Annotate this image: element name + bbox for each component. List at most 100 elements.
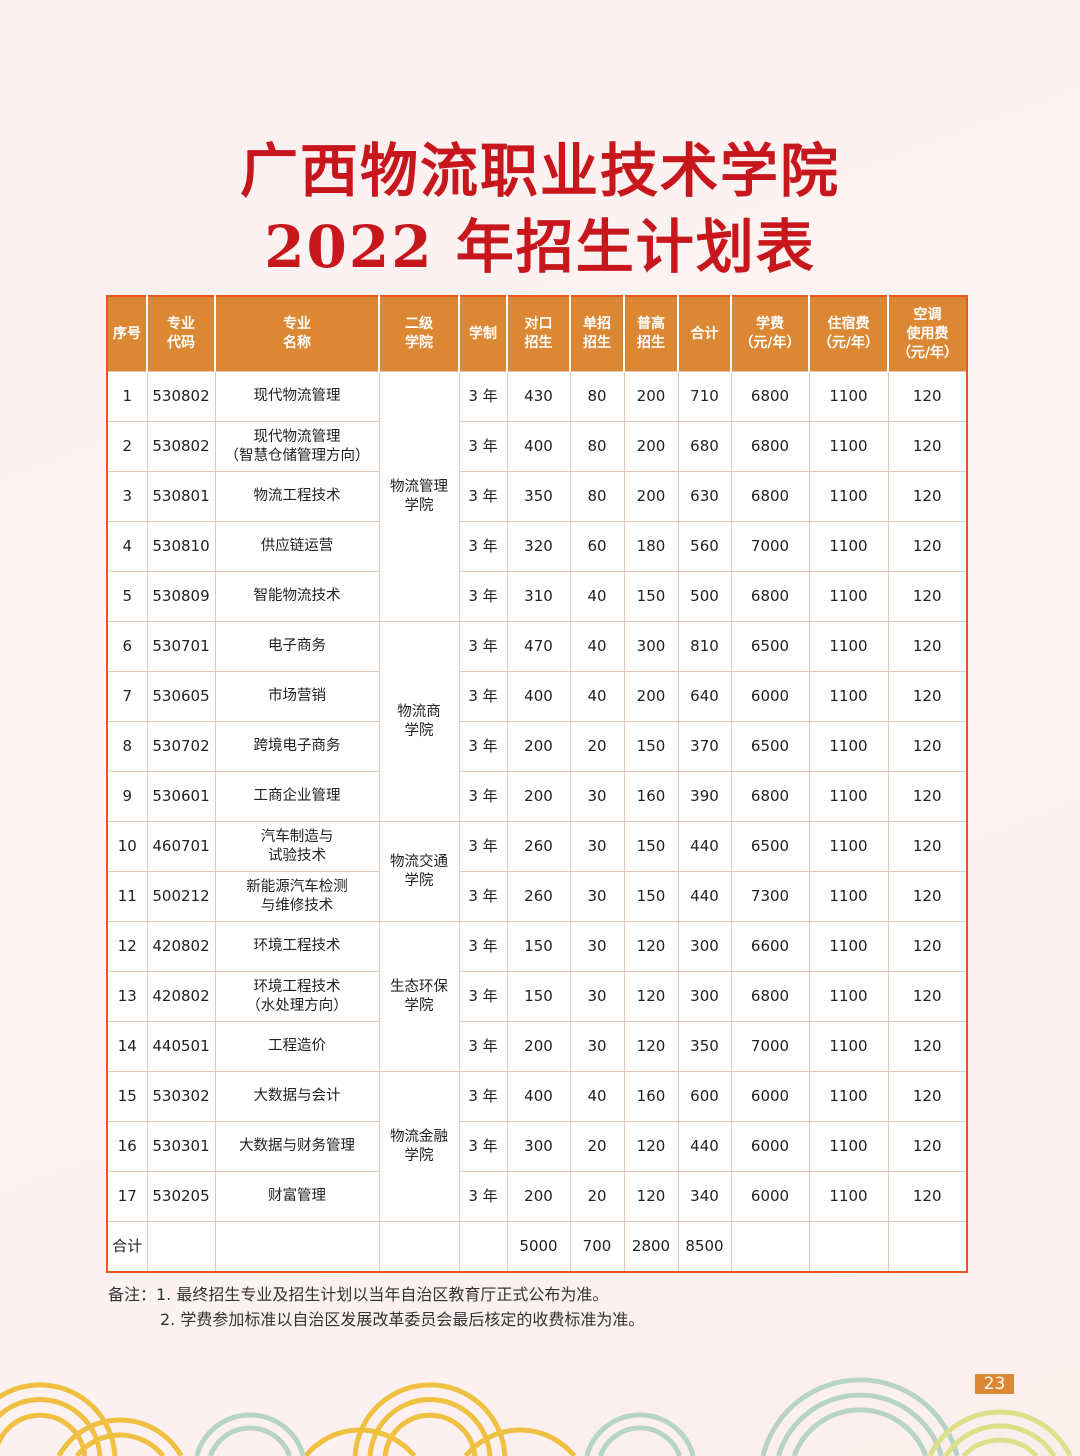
note-2: 2. 学费参加标准以自治区发展改革委员会最后核定的收费标准为准。 [160, 1310, 645, 1329]
danzhao-count: 20 [569, 721, 625, 772]
pugao-count: 120 [623, 921, 679, 972]
decorative-arc [303, 1427, 417, 1456]
dorm-fee: 1100 [808, 621, 889, 672]
tuition: 6800 [730, 421, 810, 472]
major-code: 530802 [146, 421, 216, 472]
subtotal: 640 [677, 671, 732, 722]
pugao-count: 150 [623, 871, 679, 922]
duikou-count: 200 [506, 771, 571, 822]
major-name: 现代物流管理 （智慧仓储管理方向） [214, 421, 380, 472]
decorative-arc [382, 1412, 478, 1456]
duration: 3 年 [458, 471, 508, 522]
pugao-count: 120 [623, 1121, 679, 1172]
decorative-arcs [0, 1377, 1073, 1456]
major-code: 420802 [146, 921, 216, 972]
pugao-count: 200 [623, 421, 679, 472]
duration: 3 年 [458, 421, 508, 472]
page-number: 23 [975, 1374, 1014, 1394]
danzhao-count: 20 [569, 1121, 625, 1172]
empty-cell [730, 1221, 810, 1273]
total-sum: 8500 [677, 1221, 732, 1273]
decorative-arc [791, 1407, 929, 1456]
decorative-arc [598, 1425, 682, 1456]
duration: 3 年 [458, 721, 508, 772]
ac-fee: 120 [887, 471, 968, 522]
ac-fee: 120 [887, 771, 968, 822]
college-name: 物流交通 学院 [378, 821, 460, 922]
duration: 3 年 [458, 571, 508, 622]
row-number: 3 [106, 471, 148, 522]
pugao-count: 150 [623, 571, 679, 622]
subtotal: 680 [677, 421, 732, 472]
college-name: 物流管理 学院 [378, 371, 460, 622]
pugao-count: 150 [623, 821, 679, 872]
empty-cell [887, 1221, 968, 1273]
table-row: 17 530205 财富管理 3 年 200 20 120 340 6000 1100 120 [106, 1171, 968, 1222]
ac-fee: 120 [887, 971, 968, 1022]
table-row: 15 530302 大数据与会计 物流金融 学院 3 年 400 40 160 600 6000 1… [106, 1071, 968, 1222]
column-header: 空调 使用费 （元/年） [887, 296, 967, 372]
dorm-fee: 1100 [808, 1021, 889, 1072]
major-name: 大数据与财务管理 [214, 1121, 380, 1172]
pugao-count: 120 [623, 971, 679, 1022]
row-number: 5 [106, 571, 148, 622]
college-name: 物流金融 学院 [378, 1071, 460, 1222]
ac-fee: 120 [887, 621, 968, 672]
dorm-fee: 1100 [808, 871, 889, 922]
table-row: 7 530605 市场营销 3 年 400 40 200 640 6000 1100 120 [106, 671, 968, 722]
subtotal: 560 [677, 521, 732, 572]
duration: 3 年 [458, 921, 508, 972]
row-number: 14 [106, 1021, 148, 1072]
decorative-arc [927, 1409, 1073, 1456]
danzhao-count: 60 [569, 521, 625, 572]
major-code: 530301 [146, 1121, 216, 1172]
decorative-arc [760, 1377, 960, 1456]
empty-cell [378, 1221, 460, 1273]
decorative-arc [776, 1392, 944, 1456]
subtotal: 300 [677, 921, 732, 972]
duration: 3 年 [458, 671, 508, 722]
major-name: 工商企业管理 [214, 771, 380, 822]
subtotal: 440 [677, 821, 732, 872]
column-header: 序号 [107, 296, 147, 372]
row-number: 16 [106, 1121, 148, 1172]
ac-fee: 120 [887, 871, 968, 922]
column-header: 学费 （元/年） [730, 296, 809, 372]
subtotal: 340 [677, 1171, 732, 1222]
ac-fee: 120 [887, 1021, 968, 1072]
danzhao-count: 30 [569, 1021, 625, 1072]
decorative-arc [74, 1432, 166, 1456]
duikou-count: 400 [506, 671, 571, 722]
tuition: 7300 [730, 871, 810, 922]
row-number: 13 [106, 971, 148, 1022]
column-header: 合计 [677, 296, 731, 372]
major-name: 新能源汽车检测 与维修技术 [214, 871, 380, 922]
table-header-row: 序号 专业 代码 专业 名称 二级 学院 学制 对口 招生 单招 招生 普高 招生 合计 学费 （… [107, 296, 967, 372]
decorative-arc [0, 1412, 88, 1456]
row-number: 4 [106, 521, 148, 572]
ac-fee: 120 [887, 371, 968, 422]
major-name: 市场营销 [214, 671, 380, 722]
major-name: 环境工程技术 （水处理方向） [214, 971, 380, 1022]
dorm-fee: 1100 [808, 421, 889, 472]
decorative-arc [56, 1417, 184, 1456]
pugao-count: 120 [623, 1171, 679, 1222]
pugao-count: 180 [623, 521, 679, 572]
danzhao-count: 30 [569, 771, 625, 822]
empty-cell [808, 1221, 889, 1273]
ac-fee: 120 [887, 1071, 968, 1122]
pugao-count: 200 [623, 371, 679, 422]
column-header: 对口 招生 [506, 296, 570, 372]
major-name: 大数据与会计 [214, 1071, 380, 1122]
table-row: 16 530301 大数据与财务管理 3 年 300 20 120 440 6000 1100 12… [106, 1121, 968, 1172]
major-code: 530302 [146, 1071, 216, 1122]
subtotal: 500 [677, 571, 732, 622]
decorative-arc [208, 1425, 292, 1456]
major-name: 工程造价 [214, 1021, 380, 1072]
ac-fee: 120 [887, 1171, 968, 1222]
ac-fee: 120 [887, 821, 968, 872]
major-name: 汽车制造与 试验技术 [214, 821, 380, 872]
total-label: 合计 [106, 1221, 148, 1273]
pugao-count: 300 [623, 621, 679, 672]
column-header: 单招 招生 [569, 296, 624, 372]
